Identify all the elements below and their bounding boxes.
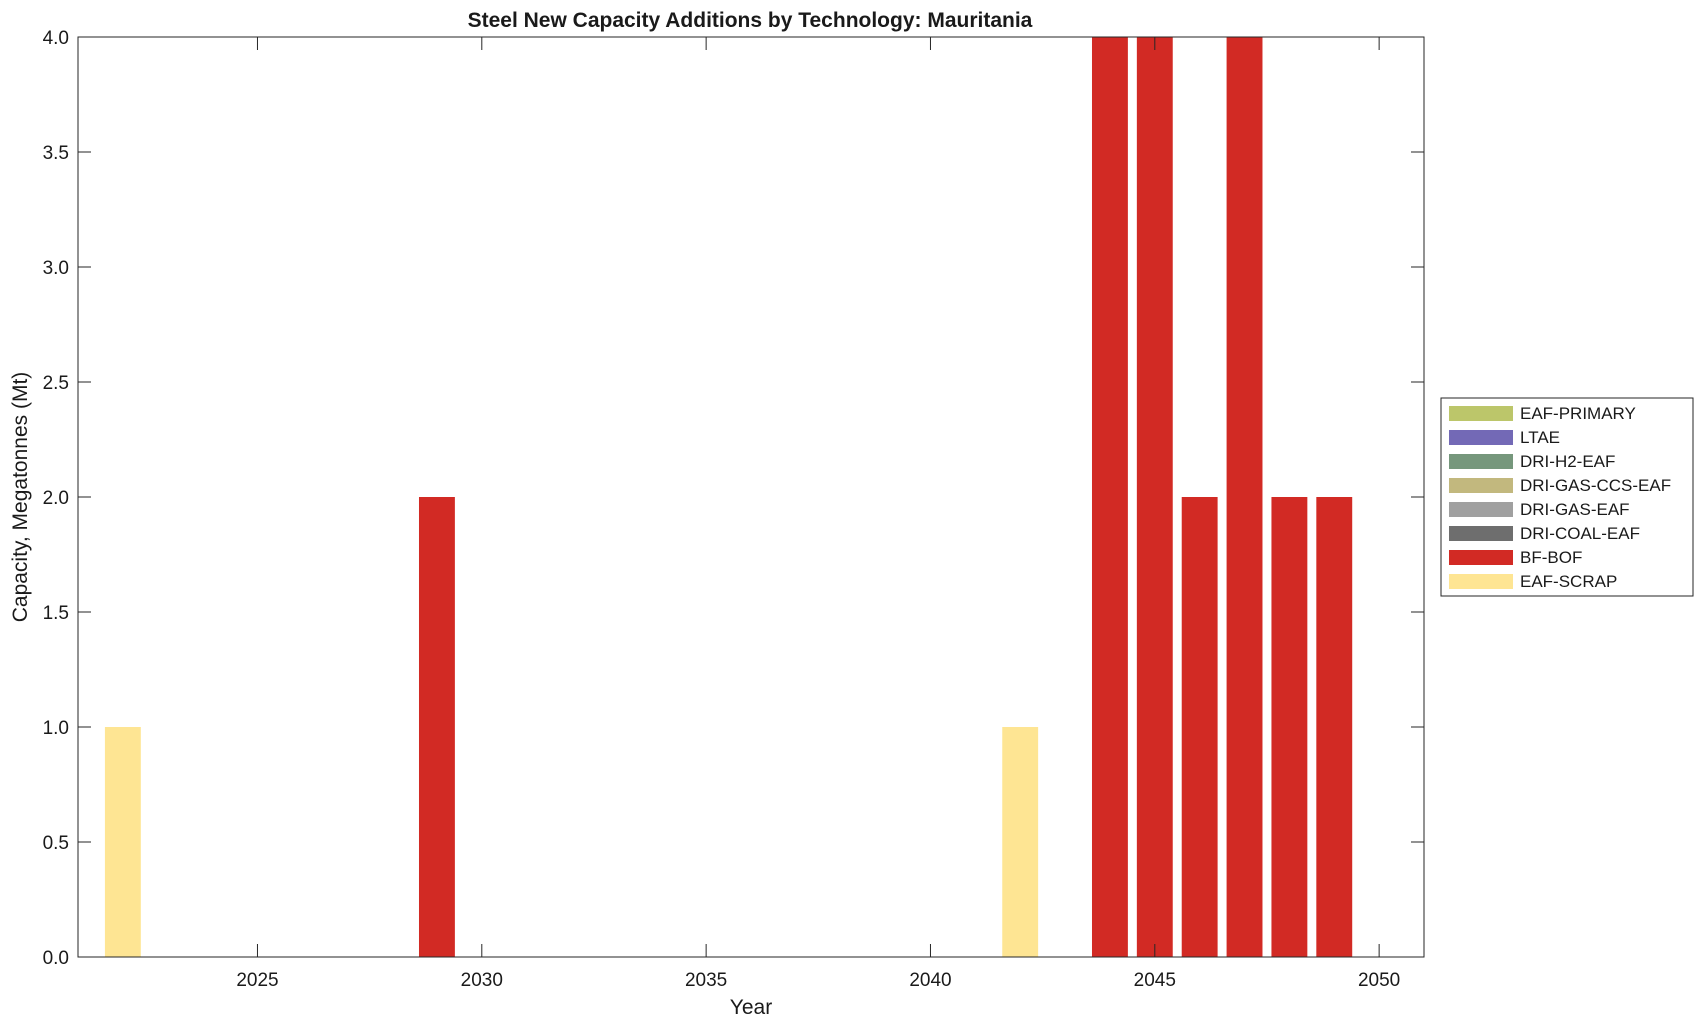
y-tick-label-0: 0.0 — [43, 948, 69, 969]
legend-label-dri-coal-eaf: DRI-COAL-EAF — [1520, 524, 1640, 543]
x-tick-label-2025: 2025 — [236, 970, 278, 991]
bar-bf-bof-2049 — [1316, 497, 1353, 957]
ticks-layer: 2025 2030 2035 2040 2045 2050 0.0 0.5 1.0 1.5 2.0 2… — [43, 28, 1424, 991]
legend-label-eaf-primary: EAF-PRIMARY — [1520, 404, 1636, 423]
bar-bf-bof-2029 — [418, 497, 455, 957]
legend-label-dri-gas-ccs-eaf: DRI-GAS-CCS-EAF — [1520, 476, 1671, 495]
legend-swatch-dri-gas-ccs-eaf — [1449, 478, 1513, 493]
bar-bf-bof-2046 — [1181, 497, 1218, 957]
legend-label-bf-bof: BF-BOF — [1520, 548, 1582, 567]
chart-title: Steel New Capacity Additions by Technolo… — [468, 9, 1033, 32]
legend-swatch-eaf-scrap — [1449, 574, 1513, 589]
x-tick-label-2045: 2045 — [1134, 970, 1176, 991]
y-tick-label-3: 1.5 — [43, 603, 69, 624]
legend-label-dri-h2-eaf: DRI-H2-EAF — [1520, 452, 1615, 471]
bar-bf-bof-2044 — [1091, 37, 1128, 957]
legend-swatch-eaf-primary — [1449, 406, 1513, 421]
bar-eaf-scrap-2042 — [1002, 727, 1039, 957]
x-tick-label-2030: 2030 — [461, 970, 503, 991]
legend-swatch-dri-h2-eaf — [1449, 454, 1513, 469]
legend-label-dri-gas-eaf: DRI-GAS-EAF — [1520, 500, 1630, 519]
legend-label-ltae: LTAE — [1520, 428, 1560, 447]
bar-bf-bof-2047 — [1226, 37, 1263, 957]
y-axis-label: Capacity, Megatonnes (Mt) — [9, 372, 32, 623]
x-axis-label: Year — [730, 996, 772, 1019]
legend: EAF-PRIMARY LTAE DRI-H2-EAF DRI-GAS-CCS-EAF… — [1440, 397, 1694, 597]
legend-swatch-bf-bof — [1449, 550, 1513, 565]
y-tick-label-8: 4.0 — [43, 28, 69, 49]
legend-swatch-dri-coal-eaf — [1449, 526, 1513, 541]
legend-swatch-dri-gas-eaf — [1449, 502, 1513, 517]
y-tick-label-1: 0.5 — [43, 833, 69, 854]
y-tick-label-5: 2.5 — [43, 373, 69, 394]
bar-bf-bof-2048 — [1271, 497, 1308, 957]
legend-label-eaf-scrap: EAF-SCRAP — [1520, 572, 1617, 591]
x-tick-label-2040: 2040 — [909, 970, 951, 991]
bar-bf-bof-2045 — [1136, 37, 1173, 957]
legend-swatch-ltae — [1449, 430, 1513, 445]
y-tick-label-6: 3.0 — [43, 258, 69, 279]
x-tick-label-2050: 2050 — [1358, 970, 1400, 991]
bars-layer — [104, 37, 1353, 957]
x-tick-label-2035: 2035 — [685, 970, 727, 991]
y-tick-label-7: 3.5 — [43, 143, 69, 164]
bar-eaf-scrap-2022 — [104, 727, 141, 957]
y-tick-label-4: 2.0 — [43, 488, 69, 509]
plot-area-frame — [77, 36, 1425, 958]
y-tick-label-2: 1.0 — [43, 718, 69, 739]
